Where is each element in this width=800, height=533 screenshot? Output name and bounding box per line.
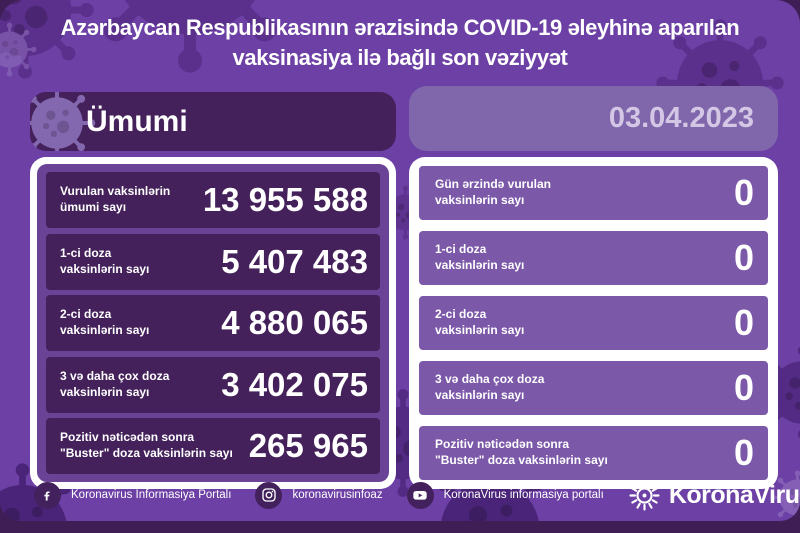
stat-label: Pozitiv nəticədən sonra "Buster" doza va… bbox=[435, 437, 608, 467]
total-panel-fill: Vurulan vaksinlərin ümumi sayı 13 955 58… bbox=[37, 164, 389, 482]
total-panel-body: Vurulan vaksinlərin ümumi sayı 13 955 58… bbox=[30, 157, 396, 489]
youtube-handle: KoronaVirus informasiya portalı bbox=[443, 489, 604, 501]
stat-value: 0 bbox=[733, 237, 754, 278]
total-panel-header: Ümumi bbox=[30, 92, 396, 151]
infographic-canvas: Azərbaycan Respublikasının ərazisində CO… bbox=[0, 0, 800, 521]
stat-value: 3 402 075 bbox=[221, 365, 368, 403]
youtube-link[interactable]: KoronaVirus informasiya portalı bbox=[406, 481, 604, 509]
stat-label: 2-ci doza vaksinlərin sayı bbox=[60, 307, 150, 337]
stat-value: 0 bbox=[733, 302, 754, 343]
stat-label: Pozitiv nəticədən sonra "Buster" doza va… bbox=[60, 430, 233, 460]
stat-value: 4 880 065 bbox=[221, 304, 368, 341]
instagram-link[interactable]: koronavirusinfoaz bbox=[255, 481, 383, 509]
stat-row-daily-dose2: 2-ci doza vaksinlərin sayı 0 bbox=[419, 296, 768, 350]
stat-label: Gün ərzində vurulan vaksinlərin sayı bbox=[435, 177, 552, 207]
stat-value: 0 bbox=[733, 432, 754, 473]
stat-value: 265 965 bbox=[248, 427, 368, 464]
stat-value: 5 407 483 bbox=[221, 242, 368, 280]
report-date: 03.04.2023 bbox=[608, 102, 754, 134]
instagram-icon bbox=[255, 481, 283, 509]
stat-row-total-booster: Pozitiv nəticədən sonra "Buster" doza va… bbox=[46, 418, 380, 474]
stat-value: 0 bbox=[733, 172, 754, 213]
stat-row-daily-booster: Pozitiv nəticədən sonra "Buster" doza va… bbox=[419, 426, 768, 480]
stat-row-daily-all: Gün ərzində vurulan vaksinlərin sayı 0 bbox=[419, 166, 768, 220]
date-header: 03.04.2023 bbox=[409, 86, 778, 151]
facebook-icon bbox=[34, 481, 61, 509]
stat-label: 1-ci doza vaksinlərin sayı bbox=[435, 242, 525, 272]
page-title: Azərbaycan Respublikasının ərazisində CO… bbox=[0, 13, 800, 73]
stat-row-daily-dose1: 1-ci doza vaksinlərin sayı 0 bbox=[419, 231, 768, 285]
stat-label: 3 və daha çox doza vaksinlərin sayı bbox=[60, 368, 170, 399]
youtube-icon bbox=[406, 481, 434, 509]
stat-row-daily-dose3plus: 3 və daha çox doza vaksinlərin sayı 0 bbox=[419, 361, 768, 415]
virus-gear-icon bbox=[629, 479, 660, 511]
stat-row-total-dose1: 1-ci doza vaksinlərin sayı 5 407 483 bbox=[46, 233, 380, 290]
stat-label: 2-ci doza vaksinlərin sayı bbox=[435, 307, 525, 337]
stat-row-total-all: Vurulan vaksinlərin ümumi sayı 13 955 58… bbox=[46, 172, 380, 228]
stat-row-total-dose2: 2-ci doza vaksinlərin sayı 4 880 065 bbox=[46, 295, 380, 351]
footer: Koronavirus İnformasiya Portalı koronavi… bbox=[0, 477, 800, 521]
facebook-handle: Koronavirus İnformasiya Portalı bbox=[71, 489, 232, 501]
stat-value: 13 955 588 bbox=[202, 181, 368, 218]
facebook-link[interactable]: Koronavirus İnformasiya Portalı bbox=[34, 481, 232, 509]
daily-panel-body: Gün ərzində vurulan vaksinlərin sayı 0 1… bbox=[409, 157, 778, 489]
stat-label: 3 və daha çox doza vaksinlərin sayı bbox=[435, 372, 545, 402]
title-line-1: Azərbaycan Respublikasının ərazisində CO… bbox=[60, 15, 740, 40]
stat-label: Vurulan vaksinlərin ümumi sayı bbox=[60, 184, 171, 214]
stat-row-total-dose3plus: 3 və daha çox doza vaksinlərin sayı 3 40… bbox=[46, 356, 380, 413]
brand-name: KoronaVirus bbox=[668, 480, 800, 509]
instagram-handle: koronavirusinfoaz bbox=[292, 489, 383, 501]
total-panel-title: Ümumi bbox=[86, 105, 188, 138]
title-line-2: vaksinasiya ilə bağlı son vəziyyət bbox=[232, 45, 568, 70]
stat-label: 1-ci doza vaksinlərin sayı bbox=[60, 245, 150, 276]
stat-value: 0 bbox=[733, 367, 754, 408]
